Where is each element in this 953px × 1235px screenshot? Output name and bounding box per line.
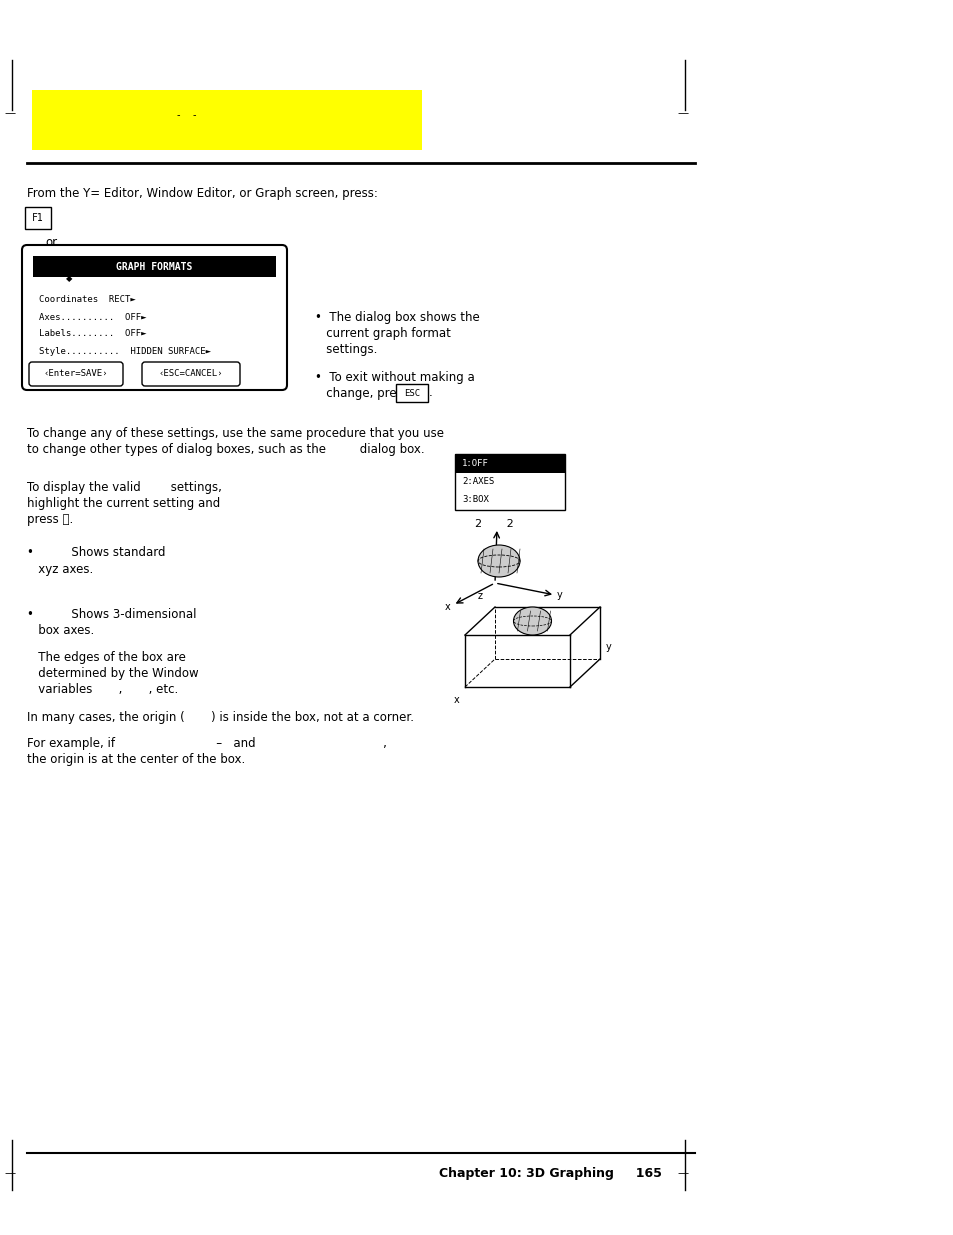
Text: Chapter 10: 3D Graphing     165: Chapter 10: 3D Graphing 165 [438, 1167, 660, 1179]
Bar [33, 256, 275, 277]
Text: press ⓞ.: press ⓞ. [27, 513, 73, 526]
Text: Coordinates  RECT►: Coordinates RECT► [39, 295, 135, 305]
FancyBboxPatch shape [29, 362, 123, 387]
Text: 2:AXES: 2:AXES [461, 477, 494, 487]
Text: :: : [52, 273, 56, 285]
Text: to change other types of dialog boxes, such as the         dialog box.: to change other types of dialog boxes, s… [27, 442, 424, 456]
Text: current graph format: current graph format [314, 326, 451, 340]
Text: 1:OFF: 1:OFF [461, 458, 488, 468]
Text: -    -: - - [176, 110, 196, 120]
Text: •          Shows 3-dimensional: • Shows 3-dimensional [27, 609, 196, 621]
Text: To change any of these settings, use the same procedure that you use: To change any of these settings, use the… [27, 426, 443, 440]
Text: Axes..........  OFF►: Axes.......... OFF► [39, 312, 147, 321]
Text: determined by the Window: determined by the Window [27, 667, 198, 679]
Text: change, press: change, press [314, 387, 409, 399]
FancyBboxPatch shape [22, 245, 287, 390]
Text: xyz axes.: xyz axes. [27, 562, 93, 576]
Text: or: or [45, 236, 57, 249]
Text: •  The dialog box shows the: • The dialog box shows the [314, 310, 479, 324]
Text: ESC: ESC [403, 389, 419, 398]
Text: Labels........  OFF►: Labels........ OFF► [39, 330, 147, 338]
Text: To display the valid        settings,: To display the valid settings, [27, 480, 222, 494]
Text: x: x [444, 601, 450, 613]
Text: The edges of the box are: The edges of the box are [27, 651, 186, 663]
Text: ‹ESC=CANCEL›: ‹ESC=CANCEL› [158, 369, 223, 378]
Text: –: – [38, 254, 44, 268]
Text: —: — [4, 1168, 15, 1178]
Text: •          Shows standard: • Shows standard [27, 547, 165, 559]
Bar [31, 90, 421, 149]
Text: GRAPH FORMATS: GRAPH FORMATS [116, 262, 193, 272]
Text: F1: F1 [32, 212, 44, 224]
FancyBboxPatch shape [71, 252, 91, 270]
Text: z: z [477, 592, 482, 601]
Text: Style..........  HIDDEN SURFACE►: Style.......... HIDDEN SURFACE► [39, 347, 211, 356]
Text: —: — [677, 1168, 687, 1178]
Text: variables       ,       , etc.: variables , , etc. [27, 683, 178, 695]
Text: y: y [557, 590, 562, 600]
Text: x: x [453, 695, 458, 705]
Text: y: y [605, 642, 611, 652]
Text: ◆: ◆ [66, 274, 72, 284]
Text: —: — [4, 107, 15, 119]
Bar [455, 454, 564, 510]
Text: In many cases, the origin (       ) is inside the box, not at a corner.: In many cases, the origin ( ) is inside … [27, 710, 414, 724]
Text: 2       2: 2 2 [475, 519, 514, 529]
Text: ◆: ◆ [58, 257, 64, 266]
Text: From the Y= Editor, Window Editor, or Graph screen, press:: From the Y= Editor, Window Editor, or Gr… [27, 186, 377, 200]
FancyBboxPatch shape [59, 270, 79, 288]
Text: highlight the current setting and: highlight the current setting and [27, 496, 220, 510]
Ellipse shape [513, 606, 551, 635]
FancyBboxPatch shape [51, 252, 71, 270]
Text: ‹Enter=SAVE›: ‹Enter=SAVE› [44, 369, 108, 378]
Text: box axes.: box axes. [27, 625, 94, 637]
Ellipse shape [477, 545, 519, 577]
Text: —: — [677, 107, 687, 119]
Bar [455, 454, 564, 473]
Text: •  To exit without making a: • To exit without making a [314, 370, 475, 384]
Text: 3:BOX: 3:BOX [461, 495, 488, 505]
FancyBboxPatch shape [395, 384, 428, 403]
Text: I: I [78, 256, 84, 266]
Text: .: . [429, 387, 433, 399]
FancyBboxPatch shape [142, 362, 240, 387]
FancyBboxPatch shape [25, 207, 51, 228]
Text: settings.: settings. [314, 342, 377, 356]
Text: –: – [38, 273, 44, 285]
Text: For example, if                           –   and                               : For example, if – and [27, 736, 387, 750]
Text: the origin is at the center of the box.: the origin is at the center of the box. [27, 752, 245, 766]
